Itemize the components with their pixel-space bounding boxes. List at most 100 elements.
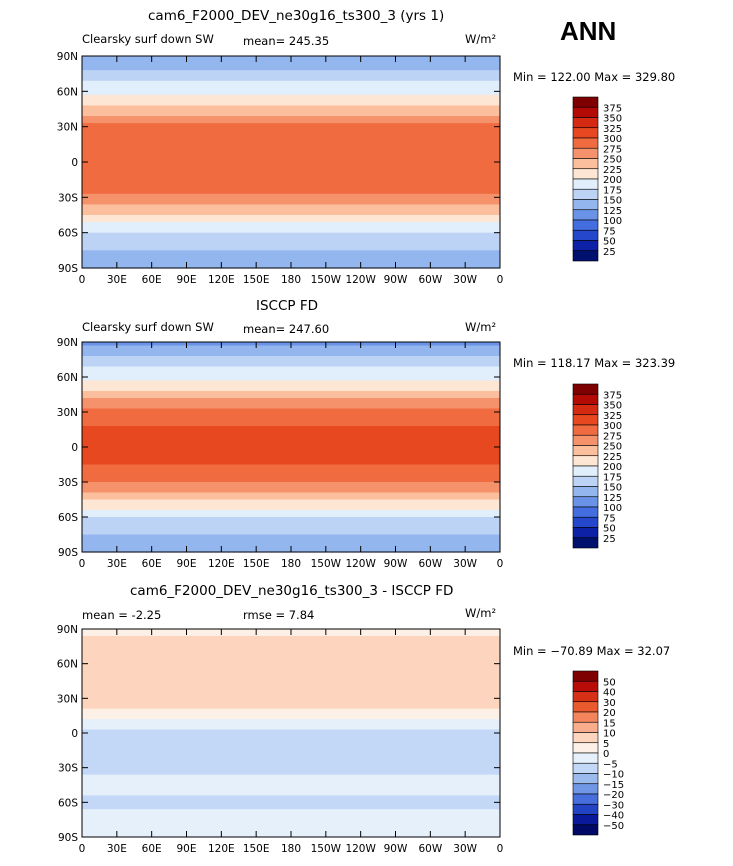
zonal-band (82, 667, 500, 672)
zonal-band (82, 785, 500, 790)
zonal-band (82, 70, 500, 75)
colorbar-label: 50 (603, 677, 616, 688)
colorbar-swatch (572, 455, 599, 467)
y-tick-label: 60S (58, 228, 78, 240)
colorbar-label: 325 (603, 411, 622, 422)
colorbar-swatch (572, 701, 599, 713)
colorbar-label: 175 (603, 472, 622, 483)
zonal-band (82, 186, 500, 191)
zonal-band (82, 243, 500, 248)
y-tick-label: 30N (57, 407, 78, 419)
x-tick-label: 60E (142, 274, 162, 286)
colorbar-swatch (572, 803, 599, 815)
x-tick-label: 90E (177, 843, 197, 855)
x-tick-label: 150W (311, 274, 342, 286)
zonal-band (82, 719, 500, 724)
x-tick-label: 90E (177, 274, 197, 286)
zonal-band (82, 778, 500, 783)
zonal-band (82, 656, 500, 661)
colorbar-label: 125 (603, 493, 622, 504)
zonal-band (82, 468, 500, 473)
x-tick-label: 150W (311, 843, 342, 855)
zonal-band (82, 429, 500, 434)
colorbar-swatch (572, 137, 599, 149)
colorbar-label: 200 (603, 175, 622, 186)
colorbar-label: 50 (603, 524, 616, 535)
zonal-band (82, 250, 500, 255)
y-tick-label: 90N (57, 624, 78, 636)
zonal-band (82, 812, 500, 817)
zonal-band (82, 450, 500, 455)
colorbar-swatch (572, 762, 599, 774)
zonal-band (82, 408, 500, 413)
zonal-band (82, 193, 500, 198)
zonal-band (82, 670, 500, 675)
zonal-band (82, 140, 500, 145)
zonal-band (82, 746, 500, 751)
y-tick-label: 30S (58, 477, 78, 489)
zonal-band (82, 819, 500, 824)
zonal-band (82, 701, 500, 706)
zonal-band (82, 809, 500, 814)
zonal-band (82, 116, 500, 121)
zonal-band (82, 826, 500, 831)
colorbar-label: 200 (603, 462, 622, 473)
zonal-band (82, 422, 500, 427)
zonal-band (82, 443, 500, 448)
zonal-band (82, 635, 500, 640)
zonal-band (82, 109, 500, 114)
x-tick-label: 30E (107, 843, 127, 855)
zonal-band (82, 144, 500, 149)
zonal-band (82, 190, 500, 195)
colorbar-label: 15 (603, 718, 616, 729)
zonal-band (82, 356, 500, 361)
colorbar-label: −50 (603, 821, 624, 832)
zonal-band (82, 137, 500, 142)
x-tick-label: 0 (497, 843, 504, 855)
zonal-band (82, 165, 500, 170)
zonal-band (82, 246, 500, 251)
zonal-band (82, 158, 500, 163)
zonal-band (82, 440, 500, 445)
zonal-band (82, 496, 500, 501)
zonal-band (82, 73, 500, 78)
zonal-band (82, 527, 500, 532)
x-tick-label: 150E (243, 843, 270, 855)
zonal-band (82, 684, 500, 689)
colorbar-swatch (572, 209, 599, 221)
zonal-band (82, 788, 500, 793)
zonal-band (82, 119, 500, 124)
colorbar-1: 3753503253002752502252001751501251007550… (572, 96, 622, 262)
y-tick-label: 90S (58, 263, 78, 275)
zonal-band (82, 798, 500, 803)
zonal-band (82, 663, 500, 668)
zonal-band (82, 534, 500, 539)
colorbar-swatch (572, 465, 599, 477)
zonal-band (82, 179, 500, 184)
colorbar-label: 5 (603, 739, 609, 750)
colorbar-swatch (572, 199, 599, 211)
x-tick-label: 90W (384, 274, 408, 286)
panel-2-units: W/m² (465, 320, 497, 334)
colorbar-swatch (572, 527, 599, 539)
zonal-band (82, 147, 500, 152)
colorbar-swatch (572, 393, 599, 405)
panel-3-minmax: Min = −70.89 Max = 32.07 (513, 644, 671, 658)
zonal-band (82, 805, 500, 810)
x-tick-label: 60W (418, 843, 442, 855)
colorbar-label: 175 (603, 185, 622, 196)
colorbar-label: 375 (603, 103, 622, 114)
zonal-band (82, 236, 500, 241)
zonal-band (82, 398, 500, 403)
y-tick-label: 60S (58, 797, 78, 809)
colorbar-swatch (572, 680, 599, 692)
panel-3-rmse: rmse = 7.84 (243, 608, 315, 622)
zonal-band (82, 211, 500, 216)
zonal-band (82, 642, 500, 647)
panel-3-title: cam6_F2000_DEV_ne30g16_ts300_3 - ISCCP F… (130, 583, 454, 599)
zonal-band (82, 482, 500, 487)
colorbar-swatch (572, 537, 599, 549)
